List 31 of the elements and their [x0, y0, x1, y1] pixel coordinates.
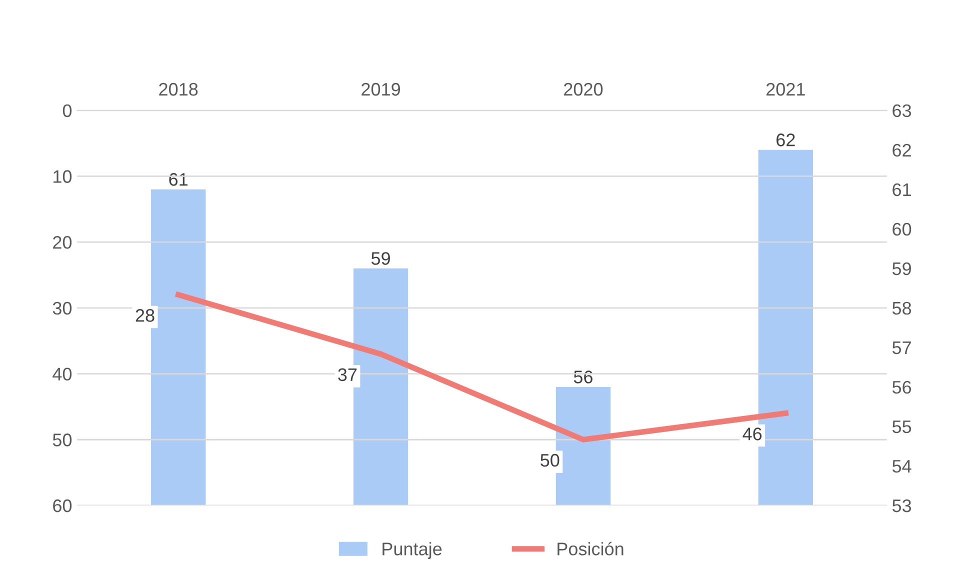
- y2-tick-label: 61: [892, 183, 911, 196]
- x-tick-label: 2019: [362, 82, 400, 96]
- y2-tick-label: 59: [892, 262, 911, 276]
- legend-label: Posición: [558, 542, 624, 556]
- data-label: 28: [136, 309, 154, 322]
- y-tick-label: 50: [52, 434, 72, 446]
- y2-tick-label: 53: [892, 499, 912, 512]
- y-tick-label: 60: [53, 499, 72, 512]
- y2-tick-label: 63: [892, 104, 912, 118]
- y2-tick-label: 57: [892, 342, 911, 354]
- data-label: 46: [742, 428, 762, 440]
- y-tick-label: 40: [52, 368, 72, 380]
- data-label: 37: [338, 368, 357, 382]
- data-label: 62: [776, 134, 795, 146]
- y-tick-label: 0: [62, 104, 72, 118]
- y2-tick-label: 60: [892, 222, 912, 236]
- x-tick-label: 2021: [766, 82, 805, 96]
- x-tick-label: 2018: [159, 82, 198, 96]
- y2-tick-label: 56: [892, 380, 912, 394]
- y-tick-label: 10: [54, 170, 72, 183]
- y2-tick-label: 54: [892, 460, 912, 473]
- data-label: 59: [371, 252, 390, 265]
- y2-tick-label: 58: [892, 302, 912, 315]
- data-label: 50: [540, 454, 560, 467]
- x-tick-label: 2020: [564, 82, 603, 96]
- y-tick-label: 20: [53, 236, 72, 249]
- y-tick-label: 30: [52, 302, 72, 315]
- y2-tick-label: 55: [892, 420, 912, 434]
- legend-label: Puntaje: [382, 542, 442, 559]
- y2-tick-label: 62: [892, 144, 911, 157]
- data-label: 56: [574, 370, 592, 384]
